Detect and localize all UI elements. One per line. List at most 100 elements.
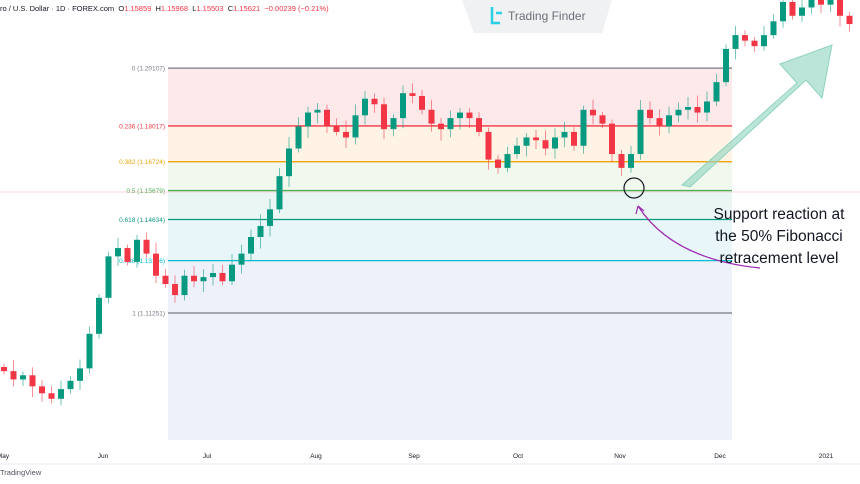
candle-body [286, 148, 292, 177]
candle-body [419, 95, 425, 110]
time-axis-label: Dec [714, 453, 726, 460]
candle-body [381, 104, 387, 130]
time-axis-label: May [0, 453, 10, 460]
candle-body [400, 93, 406, 119]
candle-body [134, 239, 140, 262]
fib-level-label: 0 (1.20107) [132, 66, 165, 73]
candle-body [799, 7, 805, 16]
candle-body [58, 389, 64, 399]
time-axis-label: 2021 [819, 453, 834, 460]
candle-body [628, 154, 634, 168]
open-value: 1.15859 [124, 4, 152, 13]
annotation-line: the 50% Fibonacci [715, 228, 843, 245]
time-axis-label: Jun [98, 453, 109, 460]
fib-level-label: 0.236 (1.18017) [119, 123, 165, 130]
candle-body [818, 0, 824, 5]
candle-body [780, 1, 786, 22]
candle-body [48, 393, 55, 399]
tradingview-brand: TradingView [0, 468, 42, 477]
candle-body [229, 264, 235, 282]
fib-zone-fill [168, 125, 732, 162]
candle-body [200, 277, 207, 282]
candle-body [466, 112, 473, 119]
candle-body [172, 284, 178, 296]
symbol-header: ro / U.S. Dollar · 1D · FOREX.com O1.158… [0, 4, 329, 13]
candle-body [827, 0, 834, 5]
candle-body [143, 239, 150, 254]
candle-body [124, 248, 131, 262]
candles [1, 0, 853, 406]
candle-body [846, 15, 853, 25]
fib-level-label: 0.786 (1.13146) [119, 258, 165, 265]
candle-body [808, 0, 815, 8]
candle-body [295, 126, 302, 149]
candle-body [276, 176, 283, 210]
fib-level-label: 1 (1.11251) [132, 311, 165, 318]
candle-body [153, 253, 159, 276]
annotation-line: retracement level [719, 250, 839, 267]
time-axis-label: Aug [310, 453, 322, 460]
candle-body [485, 131, 492, 160]
candle-body [599, 115, 606, 124]
candle-body [457, 112, 463, 119]
fib-level-label: 0.5 (1.15679) [126, 188, 165, 195]
candle-body [666, 115, 672, 127]
candle-body [770, 21, 777, 36]
logo-text: Trading Finder [508, 9, 586, 23]
candle-body [77, 368, 83, 381]
time-axis[interactable]: May Jun Jul Aug Sep Oct Nov Dec 2021 [0, 453, 860, 465]
candle-body [162, 275, 169, 285]
candle-body [514, 145, 520, 155]
support-highlight-circle [623, 177, 645, 199]
candle-body [647, 109, 653, 119]
candle-body [609, 123, 615, 155]
candle-body [438, 123, 444, 130]
annotation-line: Support reaction at [713, 206, 845, 223]
candle-body [428, 109, 435, 124]
candle-body [789, 1, 796, 16]
candle-body [210, 272, 216, 278]
candle-body [447, 118, 454, 130]
candle-body [67, 380, 74, 390]
time-axis-label: Jul [203, 453, 212, 460]
candle-body [732, 35, 739, 49]
candle-body [314, 109, 321, 113]
trend-arrow-icon [680, 44, 833, 188]
time-axis-label: Sep [408, 453, 420, 460]
candle-body [20, 375, 26, 380]
candle-body [333, 126, 340, 132]
candle-body [504, 154, 511, 168]
candle-body [495, 159, 501, 168]
curved-pointer-arrow-icon [637, 205, 761, 269]
trading-finder-logo [462, 0, 612, 33]
logo-mark-icon [490, 7, 502, 25]
close-value: 1.15621 [233, 4, 261, 13]
fib-level-label: 0.382 (1.16724) [119, 159, 165, 166]
candle-body [742, 35, 748, 41]
fib-zone-fill [168, 260, 732, 314]
fib-zone-fill [168, 161, 732, 191]
time-axis-label: Nov [614, 453, 626, 460]
candle-body [115, 248, 121, 257]
candle-body [105, 256, 112, 298]
candle-body [305, 112, 311, 127]
candle-body [324, 109, 330, 127]
fib-zone-fill [168, 190, 732, 220]
candle-body [390, 118, 397, 130]
open-label: O [118, 4, 125, 13]
candle-body [561, 131, 568, 138]
candle-body [1, 366, 7, 372]
candle-body [694, 107, 701, 113]
candle-body [837, 0, 843, 16]
annotation-text: Support reaction at the 50% Fibonacci re… [706, 204, 852, 270]
candle-body [29, 375, 36, 387]
fib-zone-fill [168, 313, 732, 440]
candle-body [191, 275, 197, 282]
candle-body [618, 154, 625, 168]
candle-body [542, 140, 549, 149]
candle-body [181, 275, 188, 296]
candle-body [371, 98, 378, 105]
candle-body [751, 40, 758, 47]
arrowhead-icon [635, 205, 645, 215]
